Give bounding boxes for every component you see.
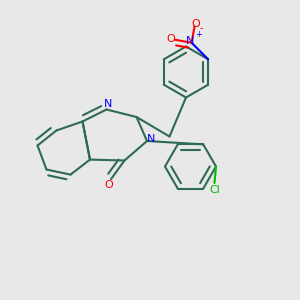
Text: -: - xyxy=(200,23,203,33)
Text: Cl: Cl xyxy=(209,184,220,195)
Text: N: N xyxy=(186,36,194,46)
Text: O: O xyxy=(192,19,200,29)
Text: O: O xyxy=(104,179,113,190)
Text: N: N xyxy=(104,99,112,109)
Text: +: + xyxy=(196,30,202,39)
Text: O: O xyxy=(167,34,176,44)
Text: N: N xyxy=(146,134,155,145)
